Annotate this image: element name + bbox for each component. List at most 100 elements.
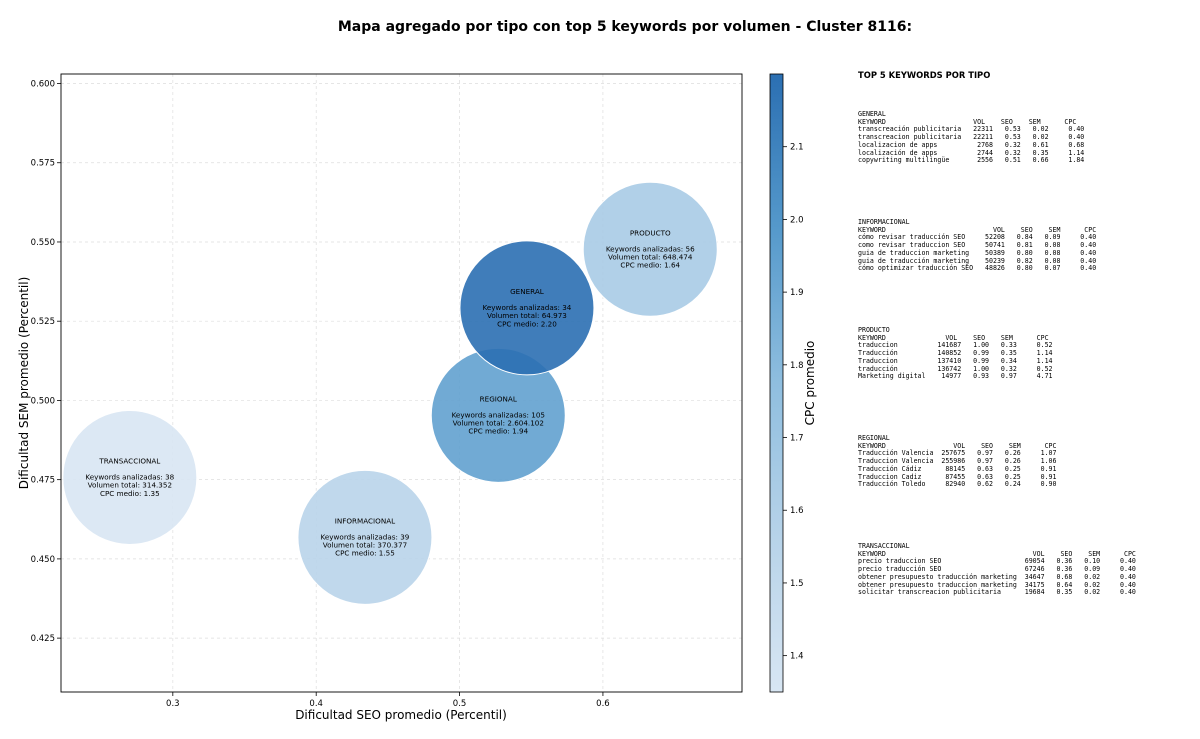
bubble-transaccional: TRANSACCIONAL Keywords analizadas: 38Volu… (62, 409, 198, 545)
bubble-label: INFORMACIONAL (335, 516, 395, 525)
keywords-panel: TOP 5 KEYWORDS POR TIPO GENERAL KEYWORD … (858, 70, 1188, 596)
bubble-circle (297, 469, 433, 605)
keyword-row: precio traducción SEO 67246 0.36 0.09 0.… (858, 565, 1136, 574)
keyword-row: obtener presupuesto traduccion marketing… (858, 580, 1136, 589)
keyword-row: obtener presupuesto traducción marketing… (858, 572, 1136, 581)
bubble-circle (62, 409, 198, 545)
x-axis-label: Dificultad SEO promedio (Percentil) (295, 708, 507, 722)
group-name: GENERAL (858, 110, 886, 118)
colorbar (769, 73, 784, 693)
keyword-row: Marketing digital 14977 0.93 0.97 4.71 (858, 372, 1053, 381)
y-tick-label: 0.450 (31, 555, 55, 565)
colorbar-tick-label: 1.6 (790, 506, 804, 516)
bubble-stat: Keywords analizadas: 56 (606, 244, 695, 253)
keyword-row: traducción 136742 1.00 0.32 0.52 (858, 364, 1053, 373)
group-header: KEYWORD VOL SEO SEM CPC (858, 117, 1077, 126)
colorbar-ticks: 1.4 1.5 1.6 1.7 1.8 1.9 2.0 2.1 (783, 143, 804, 662)
group-regional: REGIONAL KEYWORD VOL SEO SEM CPC Traducc… (858, 434, 1057, 489)
bubble-label: REGIONAL (480, 394, 517, 403)
bubble-label: GENERAL (510, 287, 544, 296)
bubble-informacional: INFORMACIONAL Keywords analizadas: 39Volu… (297, 469, 433, 605)
bubble-circle (582, 181, 718, 317)
group-name: TRANSACCIONAL (858, 542, 910, 550)
bubble-regional: REGIONAL Keywords analizadas: 105Volumen … (430, 347, 566, 483)
bubble-label: PRODUCTO (630, 228, 671, 237)
colorbar-tick-label: 1.4 (790, 652, 804, 662)
keyword-row: transcreación publicitaria 22311 0.53 0.… (858, 125, 1085, 134)
keyword-row: Traduccion 137410 0.99 0.34 1.14 (858, 356, 1053, 365)
x-tick-label: 0.4 (309, 699, 323, 709)
bubble-stat: Keywords analizadas: 105 (452, 410, 545, 419)
bubble-stat: CPC medio: 1.35 (100, 489, 160, 498)
y-tick-label: 0.575 (31, 159, 55, 169)
y-axis-label: Dificultad SEM promedio (Percentil) (17, 277, 31, 490)
keyword-row: cómo revisar traducción SEO 52208 0.84 0… (858, 233, 1097, 242)
plot-frame (60, 73, 743, 693)
y-tick-label: 0.425 (31, 634, 55, 644)
group-producto: PRODUCTO KEYWORD VOL SEO SEM CPC traducc… (858, 326, 1053, 381)
keyword-row: Traduccion Valencia 255986 0.97 0.26 1.0… (858, 457, 1057, 466)
y-tick-label: 0.550 (31, 238, 55, 248)
colorbar-tick-label: 2.0 (790, 215, 804, 225)
colorbar-tick-label: 1.8 (790, 361, 804, 371)
keyword-row: cómo optimizar traducción SEO 48826 0.80… (858, 264, 1097, 273)
keyword-row: como revisar traduccion SEO 50741 0.81 0… (858, 241, 1097, 250)
y-tick-label: 0.500 (31, 396, 55, 406)
colorbar-tick-label: 2.1 (790, 143, 804, 153)
keyword-row: precio traduccion SEO 69054 0.36 0.10 0.… (858, 557, 1136, 566)
keyword-row: guia de traducción marketing 50239 0.82 … (858, 256, 1097, 265)
keyword-row: Traducción Toledo 82940 0.62 0.24 0.90 (858, 480, 1057, 489)
group-header: KEYWORD VOL SEO SEM CPC (858, 333, 1049, 342)
x-axis: 0.3 0.4 0.5 0.6 (166, 692, 610, 709)
colorbar-tick-label: 1.9 (790, 288, 804, 298)
group-name: INFORMACIONAL (858, 218, 910, 226)
group-transaccional: TRANSACCIONAL KEYWORD VOL SEO SEM CPC pr… (858, 542, 1136, 597)
y-tick-label: 0.475 (31, 476, 55, 486)
keyword-row: Traducción Cádiz 88145 0.63 0.25 0.91 (858, 464, 1057, 473)
group-name: PRODUCTO (858, 326, 890, 334)
y-tick-label: 0.525 (31, 317, 55, 327)
group-name: REGIONAL (858, 434, 890, 442)
group-header: KEYWORD VOL SEO SEM CPC (858, 549, 1136, 558)
grid (61, 74, 742, 692)
bubble-stat: Volumen total: 2.604.102 (453, 419, 544, 428)
colorbar-label: CPC promedio (803, 341, 817, 426)
x-tick-label: 0.3 (166, 699, 180, 709)
bubble-stat: Keywords analizadas: 34 (483, 303, 572, 312)
bubble-stat: Volumen total: 370.377 (323, 541, 407, 550)
keyword-row: solicitar transcreacion publicitaria 196… (858, 588, 1136, 597)
keyword-row: guia de traduccion marketing 50389 0.80 … (858, 248, 1097, 257)
keyword-row: localizacion de apps 2768 0.32 0.61 0.68 (858, 140, 1085, 149)
keyword-row: copywriting multilingüe 2556 0.51 0.66 1… (858, 156, 1085, 165)
keyword-row: traduccion 141687 1.00 0.33 0.52 (858, 341, 1053, 350)
bubble-stat: Volumen total: 314.352 (88, 481, 172, 490)
chart-title: Mapa agregado por tipo con top 5 keyword… (338, 19, 912, 35)
group-header: KEYWORD VOL SEO SEM CPC (858, 225, 1097, 234)
keyword-row: Traduccion Cadiz 87455 0.63 0.25 0.91 (858, 472, 1057, 481)
bubble-stat: Volumen total: 64.973 (487, 311, 567, 320)
bubble-stat: Keywords analizadas: 38 (85, 472, 174, 481)
bubble-label: TRANSACCIONAL (98, 456, 160, 465)
keyword-row: Traducción 140852 0.99 0.35 1.14 (858, 349, 1053, 358)
colorbar-tick-label: 1.7 (790, 434, 804, 444)
x-tick-label: 0.5 (453, 699, 467, 709)
bubble-stat: CPC medio: 2.20 (497, 319, 557, 328)
colorbar-tick-label: 1.5 (790, 579, 804, 589)
bubble-stat: CPC medio: 1.55 (335, 549, 395, 558)
y-tick-label: 0.600 (31, 80, 55, 90)
bubble-stat: CPC medio: 1.64 (620, 261, 680, 270)
group-general: GENERAL KEYWORD VOL SEO SEM CPC transcre… (858, 110, 1085, 165)
keyword-row: localización de apps 2744 0.32 0.35 1.14 (858, 148, 1085, 157)
bubble-stat: Volumen total: 648.474 (608, 252, 693, 261)
group-informacional: INFORMACIONAL KEYWORD VOL SEO SEM CPC có… (858, 218, 1097, 273)
keyword-row: transcreacion publicitaria 22211 0.53 0.… (858, 133, 1085, 142)
y-axis: 0.425 0.450 0.475 0.500 0.525 0.550 0.575 0.600 (31, 80, 61, 644)
keyword-row: Traducción Valencia 257675 0.97 0.26 1.0… (858, 449, 1057, 458)
bubble-stat: Keywords analizadas: 39 (321, 532, 410, 541)
panel-title: TOP 5 KEYWORDS POR TIPO (858, 70, 991, 80)
x-tick-label: 0.6 (596, 699, 610, 709)
